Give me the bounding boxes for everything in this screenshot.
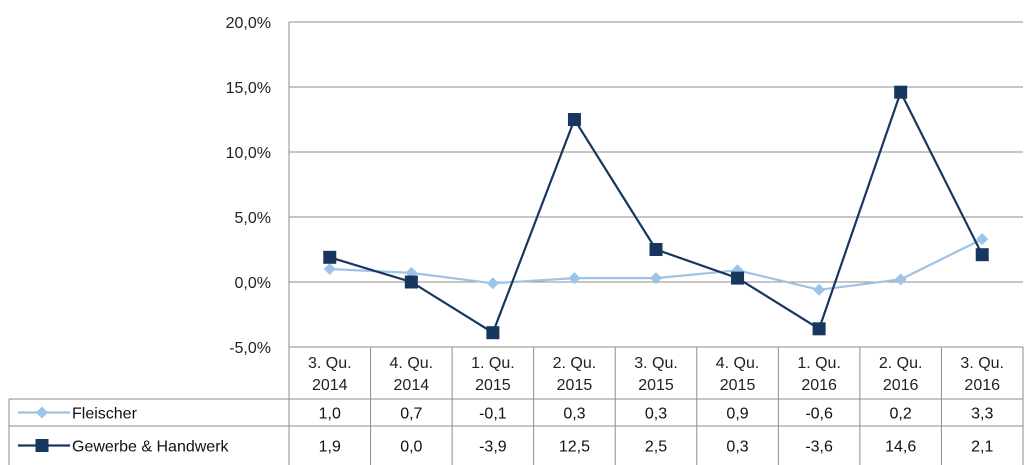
- table-value-cell: 0,9: [726, 406, 748, 423]
- data-point: [894, 273, 907, 286]
- x-tick-label: 2015: [475, 377, 511, 394]
- x-tick-label: 3. Qu.: [634, 355, 678, 372]
- x-tick-label: 2015: [720, 377, 756, 394]
- table-value-cell: 1,9: [319, 439, 341, 456]
- table-value-cell: -0,1: [479, 406, 507, 423]
- x-tick-label: 2. Qu.: [879, 355, 923, 372]
- data-point: [323, 250, 337, 264]
- x-tick-label: 3. Qu.: [960, 355, 1004, 372]
- y-tick-label: 5,0%: [235, 210, 271, 227]
- table-value-cell: 0,7: [400, 406, 422, 423]
- data-point: [894, 85, 908, 99]
- table-value-cell: 2,1: [971, 439, 993, 456]
- x-tick-label: 4. Qu.: [390, 355, 434, 372]
- x-tick-label: 2015: [557, 377, 593, 394]
- series-line: [329, 89, 984, 335]
- data-point: [813, 283, 826, 296]
- x-tick-label: 1. Qu.: [797, 355, 841, 372]
- legend-series-name: Fleischer: [72, 406, 138, 423]
- data-point: [35, 439, 49, 452]
- y-tick-label: 20,0%: [226, 15, 271, 32]
- x-tick-label: 3. Qu.: [308, 355, 352, 372]
- y-tick-label: 10,0%: [226, 145, 271, 162]
- data-point: [731, 271, 745, 285]
- data-point: [976, 233, 989, 246]
- table-value-cell: 3,3: [971, 406, 993, 423]
- data-point: [486, 277, 499, 290]
- table-value-cell: 0,0: [400, 439, 422, 456]
- data-point: [812, 322, 826, 336]
- x-tick-label: 2016: [964, 377, 1000, 394]
- y-tick-label: 0,0%: [235, 275, 271, 292]
- table-value-cell: 0,2: [890, 406, 912, 423]
- legend-series-name: Gewerbe & Handwerk: [72, 439, 230, 456]
- table-value-cell: 14,6: [885, 439, 916, 456]
- data-point: [323, 263, 336, 275]
- data-point: [404, 275, 418, 289]
- table-value-cell: 1,0: [319, 406, 341, 423]
- table-value-cell: 12,5: [559, 439, 590, 456]
- data-point: [486, 326, 500, 340]
- table-value-cell: -3,6: [805, 439, 833, 456]
- y-tick-label: -5,0%: [229, 340, 271, 357]
- table-value-cell: 0,3: [645, 406, 667, 423]
- data-point: [975, 248, 989, 262]
- data-point: [36, 406, 48, 419]
- x-tick-label: 2014: [394, 377, 430, 394]
- x-tick-label: 1. Qu.: [471, 355, 515, 372]
- x-tick-label: 2. Qu.: [553, 355, 597, 372]
- x-tick-label: 2014: [312, 377, 348, 394]
- table-value-cell: -0,6: [805, 406, 833, 423]
- table-value-cell: 0,3: [563, 406, 585, 423]
- data-point: [567, 113, 581, 126]
- x-tick-label: 2016: [883, 377, 919, 394]
- data-point: [649, 243, 663, 256]
- x-tick-label: 2016: [801, 377, 837, 394]
- table-value-cell: 0,3: [726, 439, 748, 456]
- x-tick-label: 4. Qu.: [716, 355, 760, 372]
- table-value-cell: -3,9: [479, 439, 507, 456]
- data-point: [650, 272, 662, 285]
- y-tick-label: 15,0%: [226, 80, 271, 97]
- table-value-cell: 2,5: [645, 439, 667, 456]
- data-point: [568, 272, 581, 285]
- x-tick-label: 2015: [638, 377, 674, 394]
